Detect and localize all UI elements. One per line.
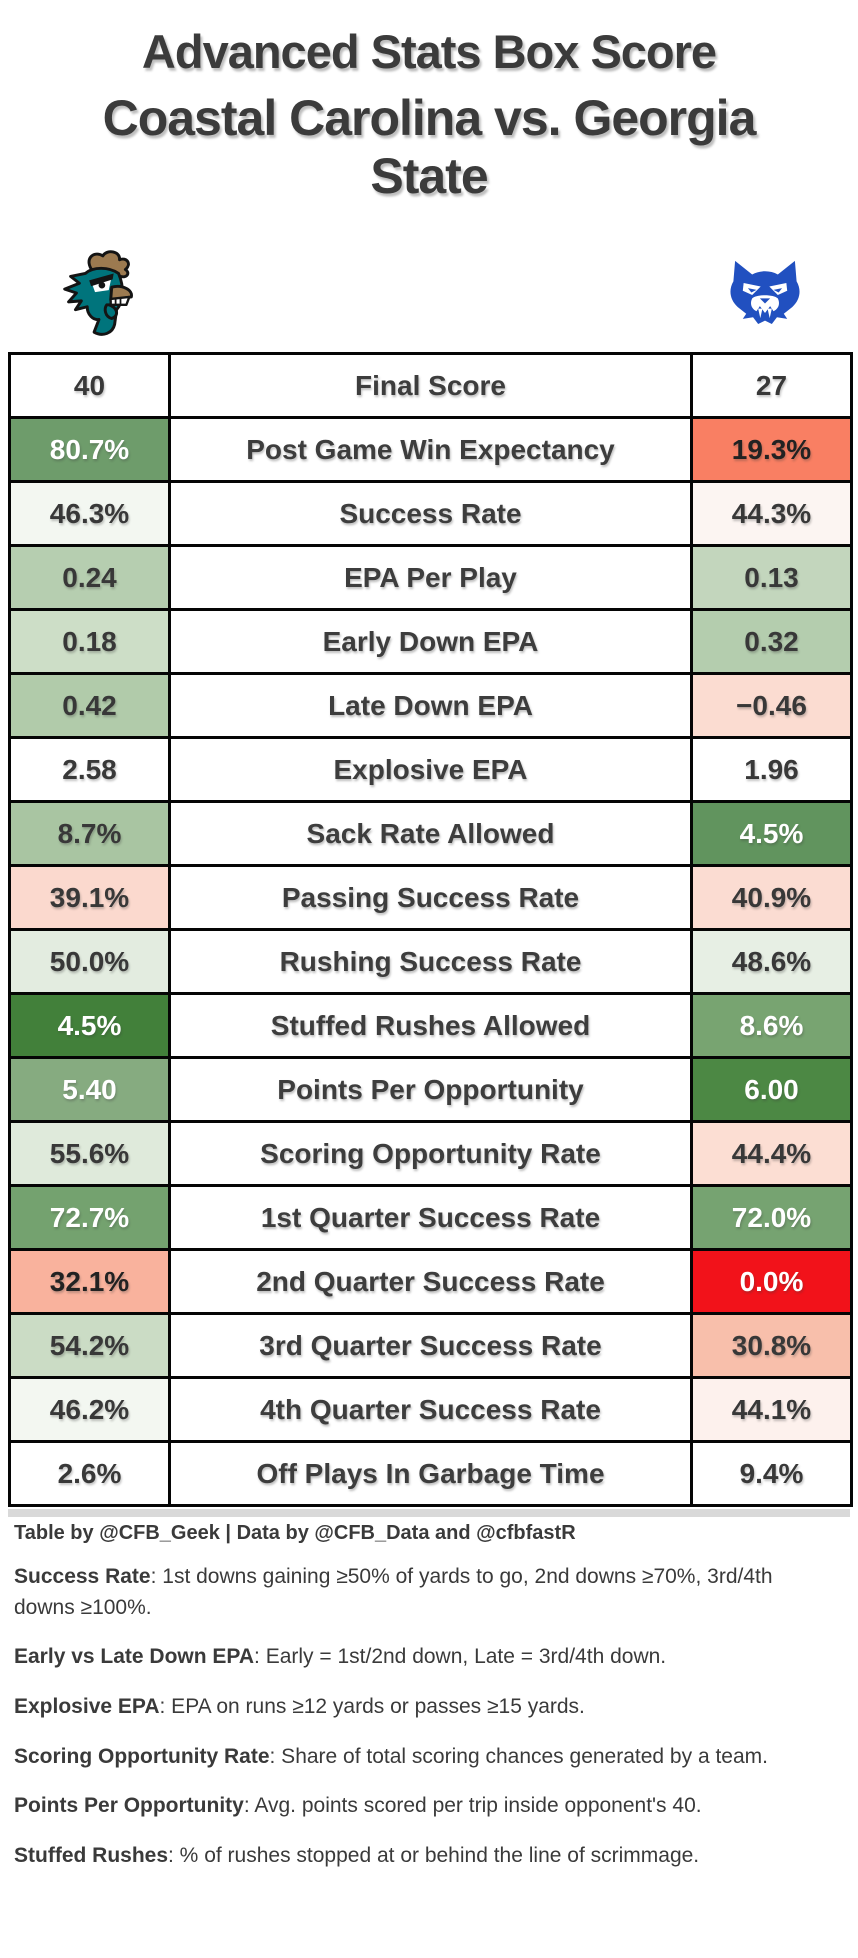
stat-label: Post Game Win Expectancy — [168, 416, 693, 483]
stat-label: Scoring Opportunity Rate — [168, 1120, 693, 1187]
stat-row: 2.58 Explosive EPA 1.96 — [8, 736, 853, 803]
team-b-value: −0.46 — [690, 672, 853, 739]
stat-row: 54.2% 3rd Quarter Success Rate 30.8% — [8, 1312, 853, 1379]
glossary-note: Stuffed Rushes: % of rushes stopped at o… — [14, 1843, 700, 1867]
stat-label: 3rd Quarter Success Rate — [168, 1312, 693, 1379]
team-b-value: 0.13 — [690, 544, 853, 611]
team-b-value: 30.8% — [690, 1312, 853, 1379]
stat-row: 0.24 EPA Per Play 0.13 — [8, 544, 853, 611]
coastal-carolina-logo — [50, 248, 144, 342]
glossary-note: Explosive EPA: EPA on runs ≥12 yards or … — [14, 1694, 585, 1718]
team-b-value: 19.3% — [690, 416, 853, 483]
stat-row: 55.6% Scoring Opportunity Rate 44.4% — [8, 1120, 853, 1187]
stat-label: Passing Success Rate — [168, 864, 693, 931]
team-b-value: 27 — [690, 352, 853, 419]
team-b-value: 44.1% — [690, 1376, 853, 1443]
stat-row: 46.3% Success Rate 44.3% — [8, 480, 853, 547]
stat-label: Final Score — [168, 352, 693, 419]
glossary-note: Success Rate: 1st downs gaining ≥50% of … — [14, 1565, 773, 1619]
stat-label: Off Plays In Garbage Time — [168, 1440, 693, 1507]
stats-table: 40 Final Score 27 80.7% Post Game Win Expect… — [8, 352, 853, 1507]
panther-icon — [730, 260, 800, 325]
team-a-value: 0.24 — [8, 544, 171, 611]
team-a-value: 50.0% — [8, 928, 171, 995]
glossary-notes: Success Rate: 1st downs gaining ≥50% of … — [14, 1562, 826, 1891]
team-a-value: 80.7% — [8, 416, 171, 483]
team-b-value: 40.9% — [690, 864, 853, 931]
team-a-value: 40 — [8, 352, 171, 419]
glossary-term: Scoring Opportunity Rate — [14, 1744, 270, 1768]
stat-row: 8.7% Sack Rate Allowed 4.5% — [8, 800, 853, 867]
georgia-state-logo — [722, 254, 808, 336]
stat-row: 4.5% Stuffed Rushes Allowed 8.6% — [8, 992, 853, 1059]
stat-label: Success Rate — [168, 480, 693, 547]
matchup-title: Coastal Carolina vs. Georgia State — [102, 90, 757, 204]
stat-row: 0.18 Early Down EPA 0.32 — [8, 608, 853, 675]
team-b-value: 44.4% — [690, 1120, 853, 1187]
chanticleer-icon — [63, 250, 133, 336]
stat-label: 1st Quarter Success Rate — [168, 1184, 693, 1251]
team-a-value: 46.2% — [8, 1376, 171, 1443]
team-b-value: 0.0% — [690, 1248, 853, 1315]
team-a-value: 2.58 — [8, 736, 171, 803]
stat-row: 32.1% 2nd Quarter Success Rate 0.0% — [8, 1248, 853, 1315]
credit-line: Table by @CFB_Geek | Data by @CFB_Data a… — [14, 1522, 576, 1544]
team-a-value: 4.5% — [8, 992, 171, 1059]
team-b-value: 1.96 — [690, 736, 853, 803]
stat-row: 80.7% Post Game Win Expectancy 19.3% — [8, 416, 853, 483]
stat-label: 2nd Quarter Success Rate — [168, 1248, 693, 1315]
glossary-term: Points Per Opportunity — [14, 1794, 244, 1818]
team-b-value: 9.4% — [690, 1440, 853, 1507]
stat-row: 40 Final Score 27 — [8, 352, 853, 419]
stat-row: 46.2% 4th Quarter Success Rate 44.1% — [8, 1376, 853, 1443]
page-title: Advanced Stats Box Score — [141, 25, 717, 78]
stat-label: Stuffed Rushes Allowed — [168, 992, 693, 1059]
glossary-note: Points Per Opportunity: Avg. points scor… — [14, 1794, 702, 1818]
team-a-value: 54.2% — [8, 1312, 171, 1379]
team-b-value: 8.6% — [690, 992, 853, 1059]
glossary-term: Success Rate — [14, 1565, 151, 1588]
glossary-term: Early vs Late Down EPA — [14, 1645, 255, 1669]
team-a-value: 46.3% — [8, 480, 171, 547]
glossary-note: Scoring Opportunity Rate: Share of total… — [14, 1744, 768, 1768]
stat-label: 4th Quarter Success Rate — [168, 1376, 693, 1443]
stat-label: Points Per Opportunity — [168, 1056, 693, 1123]
stat-label: Rushing Success Rate — [168, 928, 693, 995]
glossary-term: Explosive EPA — [14, 1694, 160, 1718]
stat-row: 5.40 Points Per Opportunity 6.00 — [8, 1056, 853, 1123]
stat-row: 72.7% 1st Quarter Success Rate 72.0% — [8, 1184, 853, 1251]
team-a-value: 5.40 — [8, 1056, 171, 1123]
stat-row: 2.6% Off Plays In Garbage Time 9.4% — [8, 1440, 853, 1507]
stat-label: Sack Rate Allowed — [168, 800, 693, 867]
team-a-value: 32.1% — [8, 1248, 171, 1315]
team-a-value: 55.6% — [8, 1120, 171, 1187]
team-b-value: 48.6% — [690, 928, 853, 995]
team-a-value: 2.6% — [8, 1440, 171, 1507]
stat-row: 0.42 Late Down EPA −0.46 — [8, 672, 853, 739]
stat-label: EPA Per Play — [168, 544, 693, 611]
stat-label: Early Down EPA — [168, 608, 693, 675]
stat-label: Late Down EPA — [168, 672, 693, 739]
stat-row: 39.1% Passing Success Rate 40.9% — [8, 864, 853, 931]
team-b-value: 6.00 — [690, 1056, 853, 1123]
team-a-value: 8.7% — [8, 800, 171, 867]
table-shadow — [8, 1509, 850, 1517]
team-a-value: 0.42 — [8, 672, 171, 739]
team-a-value: 39.1% — [8, 864, 171, 931]
team-b-value: 0.32 — [690, 608, 853, 675]
team-b-value: 44.3% — [690, 480, 853, 547]
team-a-value: 72.7% — [8, 1184, 171, 1251]
team-a-value: 0.18 — [8, 608, 171, 675]
team-b-value: 72.0% — [690, 1184, 853, 1251]
stat-row: 50.0% Rushing Success Rate 48.6% — [8, 928, 853, 995]
team-b-value: 4.5% — [690, 800, 853, 867]
stat-label: Explosive EPA — [168, 736, 693, 803]
glossary-note: Early vs Late Down EPA: Early = 1st/2nd … — [14, 1645, 667, 1669]
glossary-term: Stuffed Rushes — [14, 1843, 169, 1867]
